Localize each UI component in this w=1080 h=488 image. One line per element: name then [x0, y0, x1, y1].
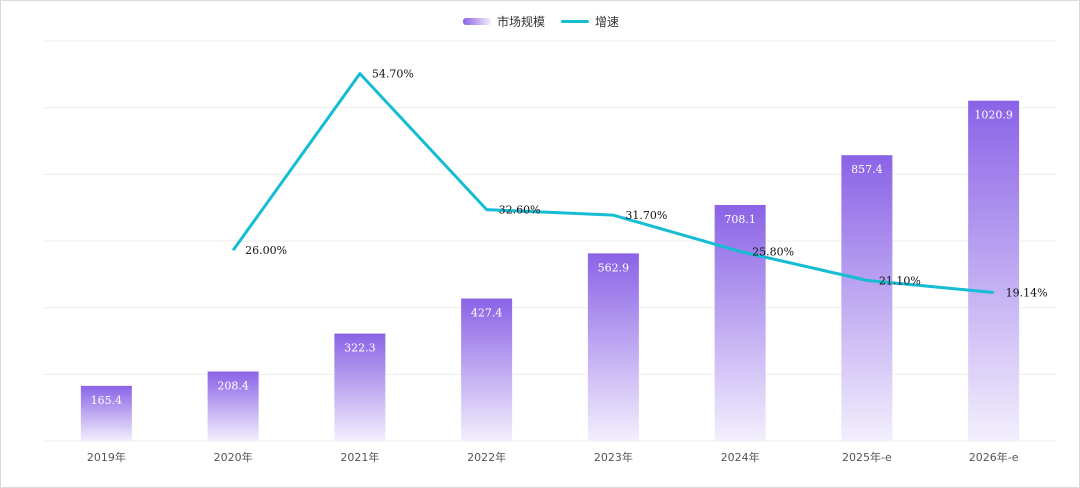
x-tick-label: 2024年	[721, 450, 760, 464]
bar-value-label: 322.3	[344, 342, 376, 355]
x-tick-label: 2021年	[340, 450, 379, 464]
x-tick-label: 2025年-e	[842, 450, 892, 464]
growth-value-label: 25.80%	[752, 245, 794, 258]
bar-2022年[interactable]	[461, 298, 513, 441]
bar-2021年[interactable]	[334, 333, 386, 441]
x-axis-labels: 2019年 2020年 2021年 2022年 2023年 2024年 2025年-e 202…	[87, 450, 1019, 464]
bar-2019年[interactable]	[80, 385, 132, 441]
x-tick-label: 2026年-e	[969, 450, 1019, 464]
growth-value-label: 21.10%	[879, 274, 921, 287]
legend-item-growth[interactable]: 增速	[561, 13, 619, 30]
bar-2026年-e[interactable]	[968, 100, 1020, 441]
growth-value-label: 31.70%	[625, 209, 667, 222]
bar-value-label: 427.4	[471, 307, 503, 320]
legend-bar-swatch	[462, 18, 491, 25]
bar-2024年[interactable]	[714, 204, 766, 441]
bar-value-label: 708.1	[724, 213, 756, 226]
growth-value-label: 54.70%	[372, 68, 414, 81]
growth-value-label: 26.00%	[245, 244, 287, 257]
growth-line[interactable]	[231, 72, 994, 294]
bar-value-label: 208.4	[217, 380, 249, 393]
chart-legend: 市场规模 增速	[1, 13, 1080, 30]
bar-series: 165.4 208.4 322.3 427.4 562.9 708.1 857.4 1020.…	[80, 100, 1020, 441]
x-tick-label: 2023年	[594, 450, 633, 464]
grid-lines	[43, 40, 1057, 442]
bar-value-label: 857.4	[851, 163, 883, 176]
x-tick-label: 2019年	[87, 450, 126, 464]
legend-label-growth: 增速	[595, 15, 620, 29]
bar-value-label: 1020.9	[974, 109, 1013, 122]
x-tick-label: 2022年	[467, 450, 506, 464]
bar-value-label: 562.9	[598, 261, 630, 274]
bar-2020年[interactable]	[207, 371, 259, 441]
legend-label-market-size: 市场规模	[496, 15, 545, 29]
growth-value-label: 19.14%	[1006, 286, 1048, 299]
bar-value-label: 165.4	[91, 394, 123, 407]
legend-line-swatch	[561, 20, 589, 23]
bar-2025年-e[interactable]	[841, 155, 893, 441]
growth-value-label: 32.60%	[499, 204, 541, 217]
bar-2023年[interactable]	[587, 253, 639, 441]
legend-item-market-size[interactable]: 市场规模	[462, 13, 545, 30]
line-series: 26.00% 54.70% 32.60% 31.70% 25.80% 21.10% 19.1…	[231, 68, 1048, 299]
x-tick-label: 2020年	[214, 450, 253, 464]
